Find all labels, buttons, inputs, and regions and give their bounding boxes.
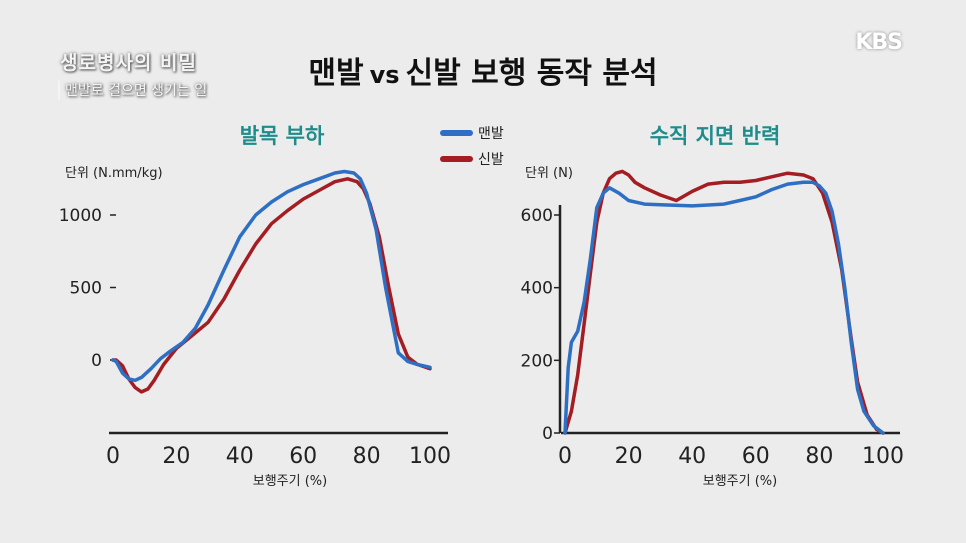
grf-series-line-barefoot (563, 180, 885, 435)
ankle-x-tick-label: 0 (106, 444, 120, 469)
grf-series-line-shoes (563, 169, 885, 435)
grf-chart-title: 수직 지면 반력 (650, 124, 781, 148)
grf-x-tick-label: 60 (742, 444, 770, 469)
grf-x-tick-label: 0 (558, 444, 572, 469)
program-title-overlay: 생로병사의 비밀 (60, 52, 197, 74)
ankle-x-tick-label: 60 (289, 444, 317, 469)
page-title-part2: 신발 보행 동작 분석 (406, 56, 658, 91)
program-subtitle-overlay: 맨발로 걸으면 생기는 일 (58, 80, 207, 100)
grf-y-tick-label: 400 (521, 279, 553, 299)
grf-x-tick-label: 80 (805, 444, 833, 469)
grf-y-tick-label: 0 (542, 424, 553, 444)
ankle-x-axis-label: 보행주기 (%) (253, 473, 327, 489)
grf-x-axis-label: 보행주기 (%) (703, 473, 777, 489)
grf-x-tick-label: 100 (862, 444, 904, 469)
ankle-y-axis-label: 단위 (N.mm/kg) (65, 166, 163, 181)
grf-x-tick-label: 40 (678, 444, 706, 469)
page-title: 맨발 vs 신발 보행 동작 분석 (308, 56, 657, 91)
broadcaster-logo: KBS (855, 30, 903, 55)
ankle-chart-title: 발목 부하 (240, 124, 325, 148)
ankle-series-line-shoes (111, 177, 432, 394)
grf-y-axis-label: 단위 (N) (525, 166, 573, 181)
ankle-x-tick-label: 100 (409, 444, 451, 469)
page-title-part1: 맨발 (308, 56, 364, 91)
grf-y-tick-label: 200 (521, 351, 553, 371)
legend-label: 신발 (478, 152, 504, 168)
ankle-x-tick-label: 40 (226, 444, 254, 469)
ankle-series-line-barefoot (111, 169, 432, 383)
ankle-x-tick-label: 80 (353, 444, 381, 469)
ankle-y-tick-label: 0 (91, 351, 102, 371)
ankle-y-tick-label: 1000 (59, 206, 102, 226)
grf-x-tick-label: 20 (615, 444, 643, 469)
ankle-x-tick-label: 20 (162, 444, 190, 469)
page-title-vs: vs (370, 61, 400, 89)
legend-label: 맨발 (478, 126, 504, 142)
grf-y-tick-label: 600 (521, 206, 553, 226)
ankle-y-tick-label: 500 (70, 279, 102, 299)
